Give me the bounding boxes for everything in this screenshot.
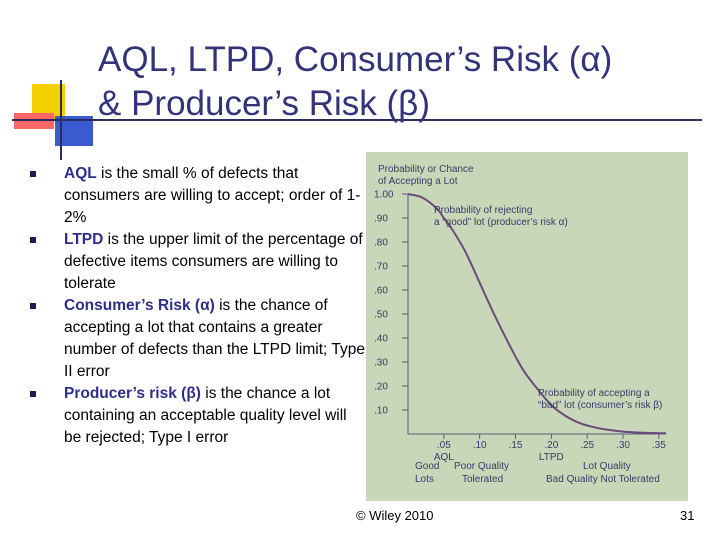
y-tick-label: .60 [374, 286, 388, 297]
bullet-term: Producer’s risk (β) [64, 385, 201, 402]
producer-risk-annotation-line-1: Probability of rejecting [434, 205, 532, 216]
bullet-text: is the chance a lot containing an accept… [64, 385, 347, 446]
oc-curve-svg: Probability or Chance of Accepting a Lot… [374, 164, 667, 485]
oc-curve-line [407, 193, 667, 435]
title-line-2: & Producer’s Risk (β) [98, 84, 430, 123]
y-tick-label: .10 [374, 406, 388, 417]
x-tick-label: .10 [473, 440, 487, 451]
x-tick-label: .30 [616, 440, 630, 451]
y-tick-label: .90 [374, 214, 388, 225]
bullet-term: LTPD [64, 231, 104, 248]
producer-risk-annotation-line-2: a “good” lot (producer’s risk α) [434, 217, 568, 228]
region-bad-quality-line-2: Bad Quality Not Tolerated [546, 474, 660, 485]
consumer-risk-annotation-line-1: Probability of accepting a [538, 388, 650, 399]
x-tick-label: .35 [652, 440, 666, 451]
x-tick-label: .25 [580, 440, 594, 451]
region-good-line-1: Good [415, 461, 439, 472]
bullet-producers-risk: Producer’s risk (β) is the chance a lot … [30, 383, 365, 449]
page-number: 31 [680, 508, 695, 523]
ltpd-marker-label: LTPD [539, 452, 564, 463]
title-line-1: AQL, LTPD, Consumer’s Risk (α) [98, 40, 613, 79]
bullet-square-icon [30, 237, 36, 243]
x-tick-label: .15 [509, 440, 523, 451]
bullet-square-icon [30, 171, 36, 177]
x-tick-label: .20 [544, 440, 558, 451]
y-tick-label: .50 [374, 310, 388, 321]
bullet-square-icon [30, 391, 36, 397]
decor-horizontal-line [12, 119, 702, 121]
bullet-list: AQL is the small % of defects that consu… [30, 163, 365, 449]
region-good-line-2: Lots [415, 474, 434, 485]
bullet-text: is the small % of defects that consumers… [64, 165, 361, 226]
bullet-consumers-risk: Consumer’s Risk (α) is the chance of acc… [30, 295, 365, 383]
region-lot-quality-line-1: Lot Quality [583, 461, 631, 472]
copyright: © Wiley 2010 [356, 508, 434, 523]
bullet-aql: AQL is the small % of defects that consu… [30, 163, 365, 229]
decor-red-square [14, 113, 54, 129]
bullet-text: is the upper limit of the percentage of … [64, 231, 363, 292]
y-tick-label: .40 [374, 334, 388, 345]
region-poor-quality-line-2: Tolerated [462, 474, 503, 485]
x-ticks: .05 .10 .15 .20 .25 .30 .35 AQL LTPD [434, 434, 666, 463]
y-tick-label: 1.00 [374, 190, 394, 201]
bullet-text: is the chance of accepting a lot that co… [64, 297, 365, 380]
oc-curve-chart: Probability or Chance of Accepting a Lot… [366, 152, 688, 501]
y-axis-label-line-2: of Accepting a Lot [378, 176, 458, 187]
y-ticks: 1.00 .90 .80 .70 .60 .50 .40 .30 .20 .10 [374, 190, 408, 417]
y-tick-label: .70 [374, 262, 388, 273]
bullet-square-icon [30, 303, 36, 309]
aql-marker-label: AQL [434, 452, 454, 463]
region-poor-quality-line-1: Poor Quality [454, 461, 509, 472]
consumer-risk-annotation-line-2: “bad” lot (consumer’s risk β) [538, 400, 662, 411]
y-axis-label-line-1: Probability or Chance [378, 164, 474, 175]
bullet-ltpd: LTPD is the upper limit of the percentag… [30, 229, 365, 295]
x-tick-label: .05 [437, 440, 451, 451]
bullet-term: AQL [64, 165, 97, 182]
y-tick-label: .20 [374, 382, 388, 393]
bullet-term: Consumer’s Risk (α) [64, 297, 215, 314]
y-tick-label: .80 [374, 238, 388, 249]
page-title: AQL, LTPD, Consumer’s Risk (α) & Produce… [98, 38, 708, 126]
y-tick-label: .30 [374, 358, 388, 369]
